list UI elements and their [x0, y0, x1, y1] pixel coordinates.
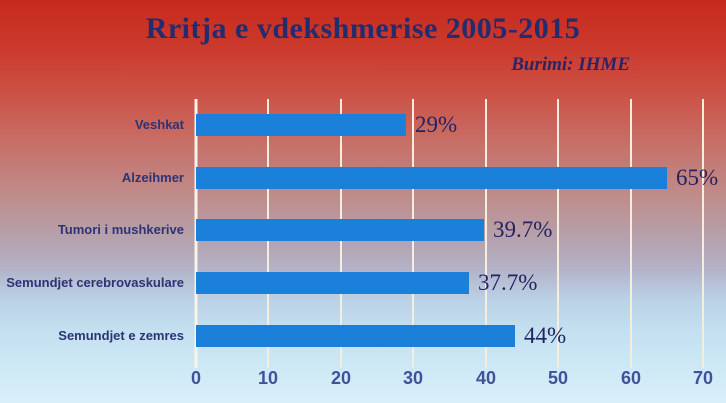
chart-row: Semundjet e zemres 44% [0, 309, 726, 362]
category-label: Tumori i mushkerive [57, 222, 184, 238]
value-label: 65% [676, 164, 719, 190]
x-tick-label: 10 [257, 368, 279, 388]
category-label: Veshkat [134, 117, 184, 133]
category-label: Semundjet cerebrovaskulare [6, 274, 184, 290]
chart-row: Alzeihmer 65% [0, 152, 726, 205]
gridline [702, 99, 704, 368]
value-label: 29% [415, 112, 458, 138]
category-label: Semundjet e zemres [58, 327, 184, 343]
source-note: Burimi: IHME [511, 54, 630, 75]
gridline [630, 99, 632, 368]
bar-track: 39.7% [196, 217, 726, 243]
x-tick-label: 50 [547, 368, 569, 388]
chart-row: Semundjet cerebrovaskulare 37.7% [0, 257, 726, 310]
bar [196, 219, 484, 242]
x-tick-label: 40 [475, 368, 497, 388]
bar-chart: Veshkat 29% Alzeihmer 65% Tumori i mushkeriv… [0, 99, 726, 368]
chart-row: Tumori i mushkerive 39.7% [0, 204, 726, 257]
bar [196, 272, 469, 295]
chart-rows: Veshkat 29% Alzeihmer 65% Tumori i mushkeriv… [0, 99, 726, 362]
x-axis: 0 10 20 30 40 50 60 70 [191, 368, 713, 390]
category-label: Alzeihmer [121, 169, 184, 185]
x-tick-label: 0 [190, 368, 202, 388]
bar-track: 65% [196, 165, 726, 191]
value-label: 44% [524, 322, 567, 348]
chart-row: Veshkat 29% [0, 99, 726, 152]
bar-track: 44% [196, 323, 726, 349]
bar-track: 29% [196, 112, 726, 138]
x-tick-label: 70 [692, 368, 714, 388]
x-tick-label: 20 [330, 368, 352, 388]
bar-track: 37.7% [196, 270, 726, 296]
gridline [557, 99, 559, 368]
x-tick-label: 60 [620, 368, 642, 388]
value-label: 39.7% [493, 217, 553, 243]
value-label: 37.7% [478, 270, 538, 296]
bar [196, 114, 406, 137]
bar [196, 166, 667, 189]
bar [196, 324, 515, 347]
gridline [485, 99, 487, 368]
x-tick-label: 30 [402, 368, 424, 388]
chart-title: Rritja e vdekshmerise 2005-2015 [145, 12, 581, 45]
